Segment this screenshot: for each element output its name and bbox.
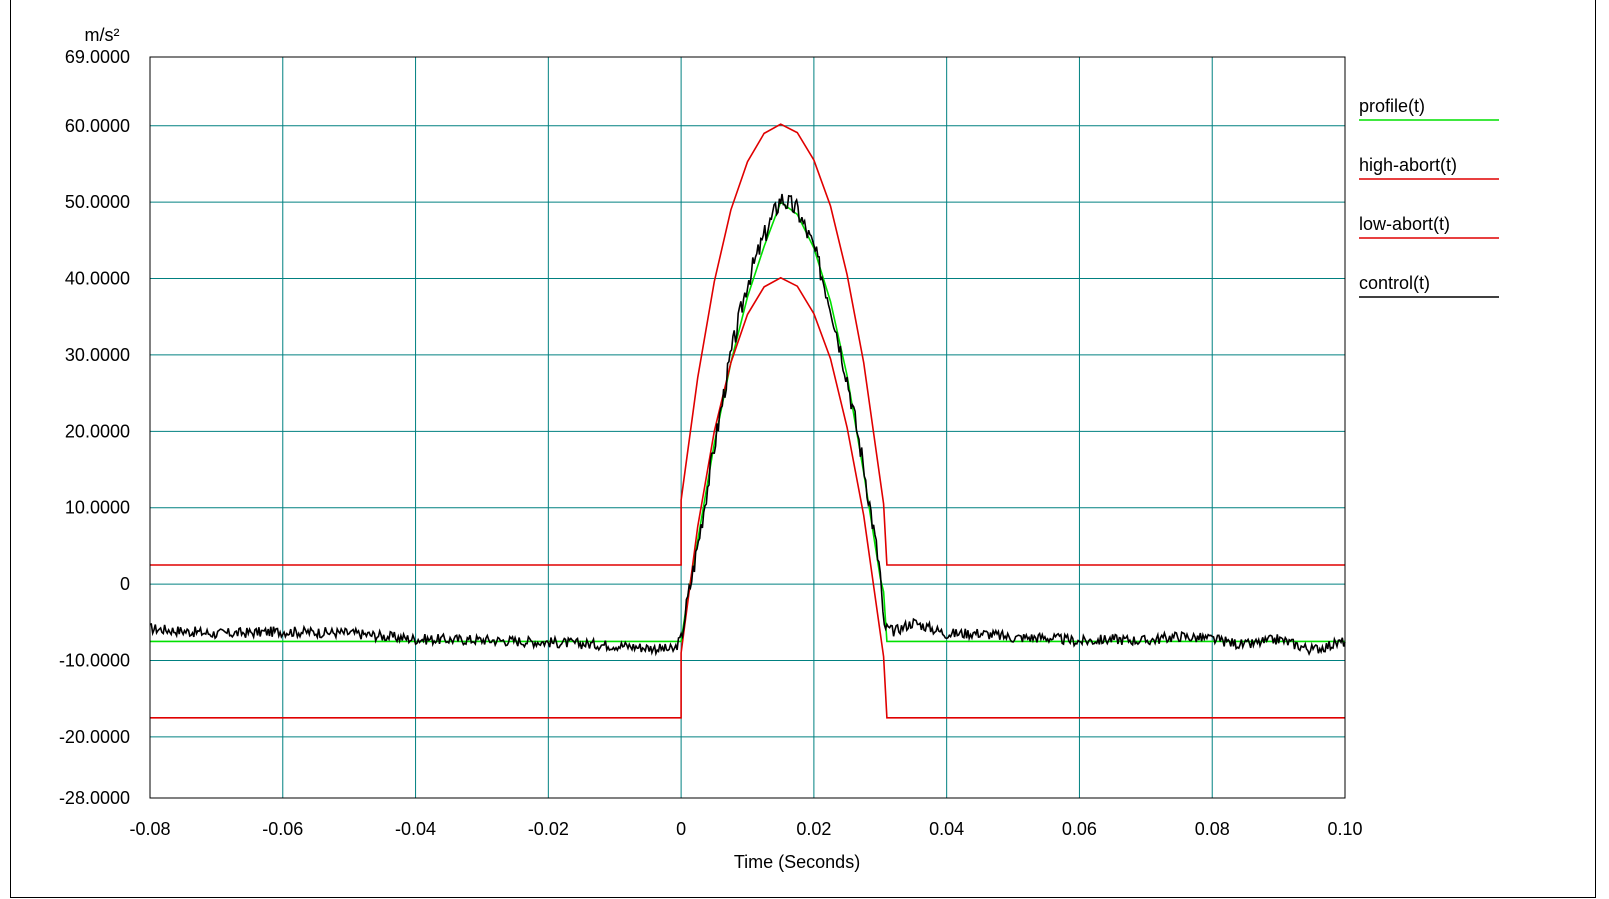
x-tick-labels: -0.08 -0.06 -0.04 -0.02 0 0.02 0.04 0.06 0.08 0.1… [129,819,1362,839]
y-tick-label: 50.0000 [65,192,130,212]
x-tick-label: -0.06 [262,819,303,839]
plot-border [149,56,1346,799]
x-tick-label: 0.04 [929,819,964,839]
chart-frame [10,0,1596,898]
y-tick-label: -20.0000 [59,727,130,747]
y-tick-label: -28.0000 [59,788,130,808]
x-tick-label: 0.08 [1195,819,1230,839]
legend-label: profile(t) [1359,96,1425,116]
legend-label: high-abort(t) [1359,155,1457,175]
y-tick-label: 10.0000 [65,498,130,518]
series-line-highabortt [150,123,1345,566]
y-tick-label: 30.0000 [65,345,130,365]
legend-label: low-abort(t) [1359,214,1450,234]
x-tick-label: 0.10 [1327,819,1362,839]
x-tick-label: -0.04 [395,819,436,839]
legend-label: control(t) [1359,273,1430,293]
x-axis-label: Time (Seconds) [734,852,860,872]
x-tick-label: -0.02 [528,819,569,839]
series-line-controlt [149,193,1346,657]
y-tick-label: 69.0000 [65,47,130,67]
y-axis-label: m/s² [85,25,120,45]
y-tick-label: 0 [120,574,130,594]
y-tick-label: -10.0000 [59,650,130,670]
y-tick-label: 40.0000 [65,269,130,289]
y-tick-labels: -28.0000 -20.0000 -10.0000 0 10.0000 20.0000 3… [59,47,130,808]
y-tick-label: 60.0000 [65,116,130,136]
x-tick-label: 0.06 [1062,819,1097,839]
y-tick-label: 20.0000 [65,421,130,441]
plot-area [150,57,1345,798]
x-tick-label: 0.02 [796,819,831,839]
x-tick-label: -0.08 [129,819,170,839]
series-layer [149,123,1346,719]
legend: profile(t) high-abort(t) low-abort(t) contr… [1359,96,1499,298]
x-tick-label: 0 [676,819,686,839]
